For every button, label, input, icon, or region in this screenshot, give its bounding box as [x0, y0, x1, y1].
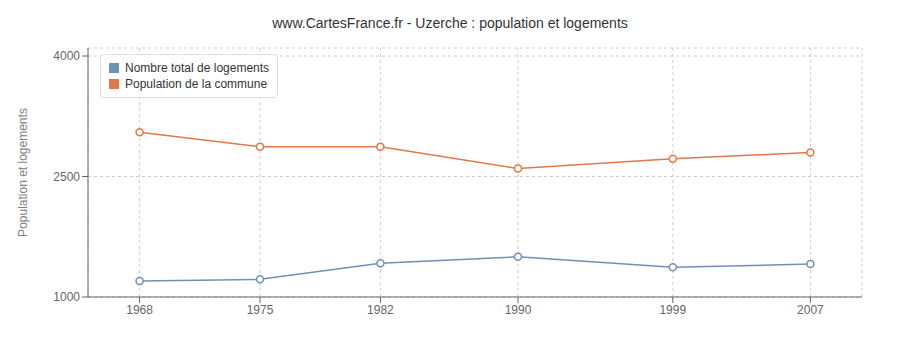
html-text:Population de la commune: Population de la commune	[125, 77, 268, 91]
svg-text:4000: 4000	[53, 49, 80, 63]
html-text:www.CartesFrance.fr - Uzerche: www.CartesFrance.fr - Uzerche : populati…	[272, 15, 628, 31]
svg-text:1975: 1975	[247, 303, 274, 317]
svg-text:1990: 1990	[505, 303, 532, 317]
svg-text:1999: 1999	[659, 303, 686, 317]
svg-text:2500: 2500	[53, 170, 80, 184]
svg-text:1000: 1000	[53, 290, 80, 304]
svg-text:1968: 1968	[126, 303, 153, 317]
svg-text:2007: 2007	[797, 303, 824, 317]
svg-text:Population et logements: Population et logements	[16, 108, 30, 237]
html-text:Nombre total de logements: Nombre total de logements	[125, 61, 270, 75]
svg-text:1982: 1982	[367, 303, 394, 317]
